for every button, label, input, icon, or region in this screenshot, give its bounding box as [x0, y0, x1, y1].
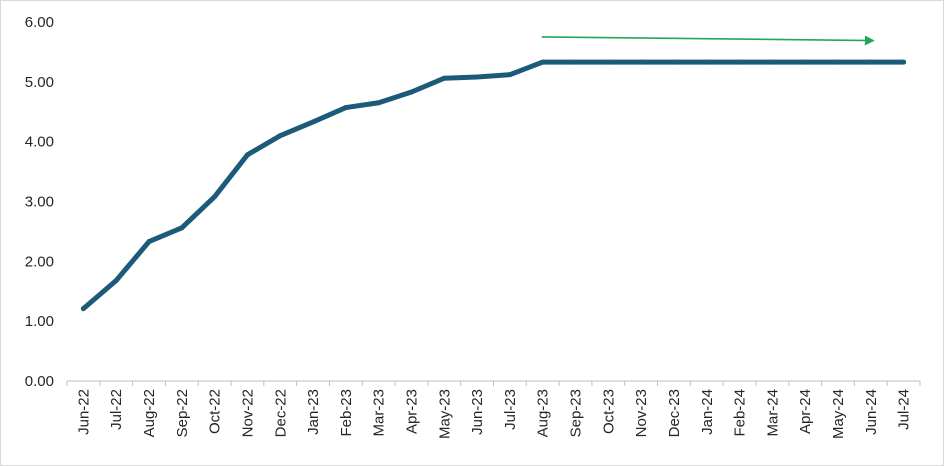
data-point: [573, 59, 579, 65]
data-point: [507, 72, 513, 78]
x-tick-label: Mar-23: [371, 389, 388, 437]
x-tick-label: Apr-24: [797, 389, 814, 434]
data-point: [901, 59, 907, 65]
y-tick-label: 3.00: [25, 194, 54, 211]
x-tick-label: Aug-22: [141, 389, 158, 437]
x-tick-label: Jul-22: [108, 389, 125, 430]
x-tick-label: Nov-22: [239, 389, 256, 437]
data-point: [310, 119, 316, 125]
data-point: [244, 152, 250, 158]
x-tick-label: Jan-23: [305, 389, 322, 435]
data-point: [474, 74, 480, 80]
x-tick-label: Oct-23: [600, 389, 617, 434]
x-tick-label: Oct-22: [207, 389, 224, 434]
trend-arrow: [541, 35, 875, 46]
y-tick-label: 4.00: [25, 134, 54, 151]
x-tick-label: May-23: [436, 389, 453, 439]
x-tick-label: Jun-23: [469, 389, 486, 435]
y-tick-label: 6.00: [25, 14, 54, 31]
data-point: [540, 59, 546, 65]
data-point: [605, 59, 611, 65]
x-axis-ticks: Jun-22 Jul-22 Aug-22 Sep-22 Oct-22 Nov-22 Dec-…: [75, 389, 912, 439]
series-line: [80, 59, 907, 312]
x-tick-label: Dec-22: [272, 389, 289, 437]
x-tick-label: Jan-24: [699, 389, 716, 435]
data-point: [704, 59, 710, 65]
data-point: [80, 306, 86, 312]
x-axis-tickmarks: [66, 381, 921, 386]
x-tick-label: Nov-23: [633, 389, 650, 437]
x-tick-label: Aug-23: [535, 389, 552, 437]
data-point: [441, 75, 447, 81]
data-point: [868, 59, 874, 65]
x-tick-label: Jul-24: [896, 389, 913, 430]
data-point: [146, 239, 152, 245]
data-point: [769, 59, 775, 65]
data-point: [671, 59, 677, 65]
x-tick-label: Feb-24: [732, 389, 749, 437]
x-tick-label: Sep-23: [568, 389, 585, 437]
data-point: [835, 59, 841, 65]
x-tick-label: May-24: [830, 389, 847, 439]
y-tick-label: 2.00: [25, 253, 54, 270]
x-tick-label: Mar-24: [764, 389, 781, 437]
y-tick-label: 1.00: [25, 313, 54, 330]
x-tick-label: Apr-23: [403, 389, 420, 434]
series-points: [80, 59, 907, 312]
data-point: [212, 194, 218, 200]
data-point: [179, 225, 185, 231]
data-point: [802, 59, 808, 65]
data-point: [343, 105, 349, 111]
data-point: [113, 277, 119, 283]
x-tick-label: Jun-22: [75, 389, 92, 435]
data-point: [638, 59, 644, 65]
x-tick-label: Jul-23: [502, 389, 519, 430]
y-axis-ticks: 0.00 1.00 2.00 3.00 4.00 5.00 6.00: [25, 14, 54, 390]
data-point: [737, 59, 743, 65]
y-tick-label: 5.00: [25, 74, 54, 91]
y-tick-label: 0.00: [25, 373, 54, 390]
data-point: [376, 100, 382, 106]
data-point: [277, 133, 283, 139]
x-tick-label: Jun-24: [863, 389, 880, 435]
x-tick-label: Sep-22: [174, 389, 191, 437]
x-tick-label: Feb-23: [338, 389, 355, 437]
x-tick-label: Dec-23: [666, 389, 683, 437]
data-point: [408, 89, 414, 95]
